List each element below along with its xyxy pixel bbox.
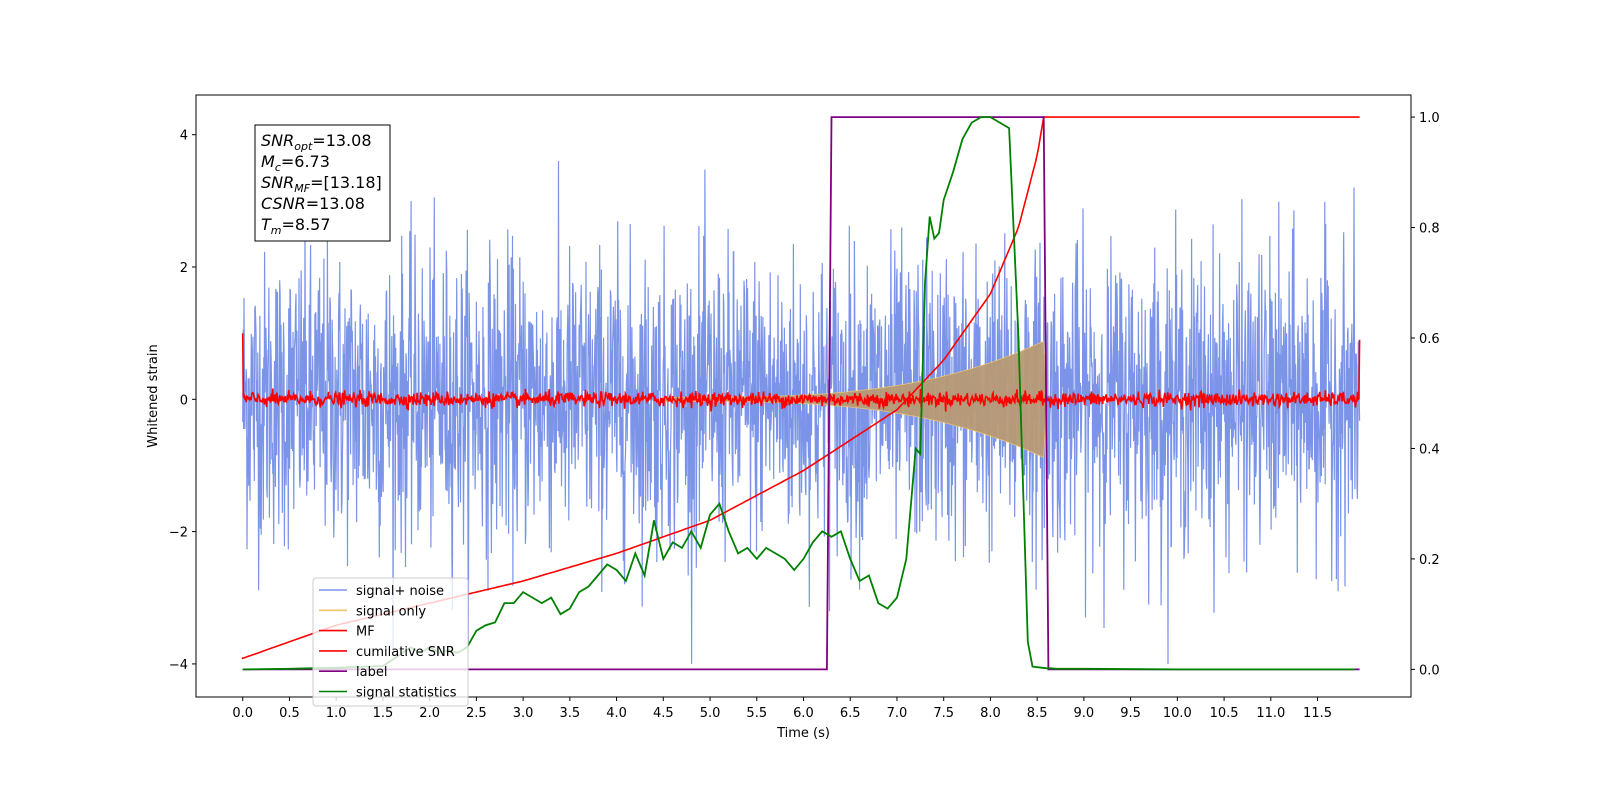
x-tick-label: 0.0	[232, 706, 253, 721]
x-tick-label: 2.5	[466, 706, 487, 721]
x-tick-label: 11.5	[1303, 706, 1332, 721]
csnr-text: CSNR=13.08	[261, 194, 365, 213]
y-tick-label: 4	[180, 129, 188, 144]
legend-entry: label	[356, 665, 387, 680]
legend-entry: signal only	[356, 604, 426, 619]
snr-mf-text: SNRMF=[13.18]	[261, 173, 382, 195]
legend-entry: signal statistics	[356, 686, 457, 701]
x-axis-label: Time (s)	[776, 726, 830, 741]
y-tick-label: 2	[180, 261, 188, 276]
axes-layer: 0.0 0.5 1.0 1.5 2.0 2.5 3.0 3.5 4.0 4.5 5.0 5.5 6.0 6…	[169, 111, 1440, 721]
tm-text: Tm=8.57	[261, 215, 331, 237]
x-tick-label: 8.5	[1027, 706, 1048, 721]
y-tick-label: 0	[180, 393, 188, 408]
y2-tick-label: 0.2	[1419, 553, 1440, 568]
y2-tick-label: 0.6	[1419, 332, 1440, 347]
x-tick-label: 5.5	[746, 706, 767, 721]
y2-tick-label: 1.0	[1419, 111, 1440, 126]
x-tick-label: 11.0	[1256, 706, 1285, 721]
series-signal-noise	[242, 160, 1361, 664]
legend-entry: MF	[356, 625, 375, 640]
x-tick-label: 5.0	[700, 706, 721, 721]
x-tick-label: 6.0	[793, 706, 814, 721]
x-tick-label: 0.5	[279, 706, 300, 721]
x-tick-label: 6.5	[840, 706, 861, 721]
x-tick-label: 1.5	[373, 706, 394, 721]
x-tick-label: 4.0	[606, 706, 627, 721]
x-tick-label: 10.0	[1163, 706, 1192, 721]
x-tick-label: 8.0	[980, 706, 1001, 721]
mc-text: Mc=6.73	[261, 152, 330, 174]
x-tick-label: 10.5	[1210, 706, 1239, 721]
legend-entry: signal+ noise	[356, 584, 444, 599]
y-tick-label: −2	[169, 526, 188, 541]
x-tick-label: 9.0	[1074, 706, 1095, 721]
y-tick-label: −4	[169, 658, 188, 673]
legend: signal+ noise signal only MF cumilative SNR…	[312, 577, 469, 707]
x-tick-label: 3.0	[513, 706, 534, 721]
info-box: SNRopt=13.08 Mc=6.73 SNRMF=[13.18] CSNR=…	[254, 124, 391, 242]
x-tick-label: 1.0	[326, 706, 347, 721]
y2-tick-label: 0.4	[1419, 442, 1440, 457]
series-mf	[241, 333, 1361, 412]
legend-box	[312, 577, 469, 707]
x-tick-label: 7.5	[933, 706, 954, 721]
x-tick-label: 2.0	[419, 706, 440, 721]
snr-opt-text: SNRopt=13.08	[261, 131, 372, 153]
y-axis-label: Whitened strain	[146, 344, 161, 447]
x-tick-label: 3.5	[560, 706, 581, 721]
x-tick-label: 7.0	[887, 706, 908, 721]
legend-entry: cumilative SNR	[356, 645, 455, 660]
y2-tick-label: 0.0	[1419, 663, 1440, 678]
x-tick-label: 4.5	[653, 706, 674, 721]
y2-tick-label: 0.8	[1419, 222, 1440, 237]
series-layer	[241, 116, 1361, 671]
series-signal-statistics	[242, 116, 1355, 671]
x-tick-label: 9.5	[1120, 706, 1141, 721]
